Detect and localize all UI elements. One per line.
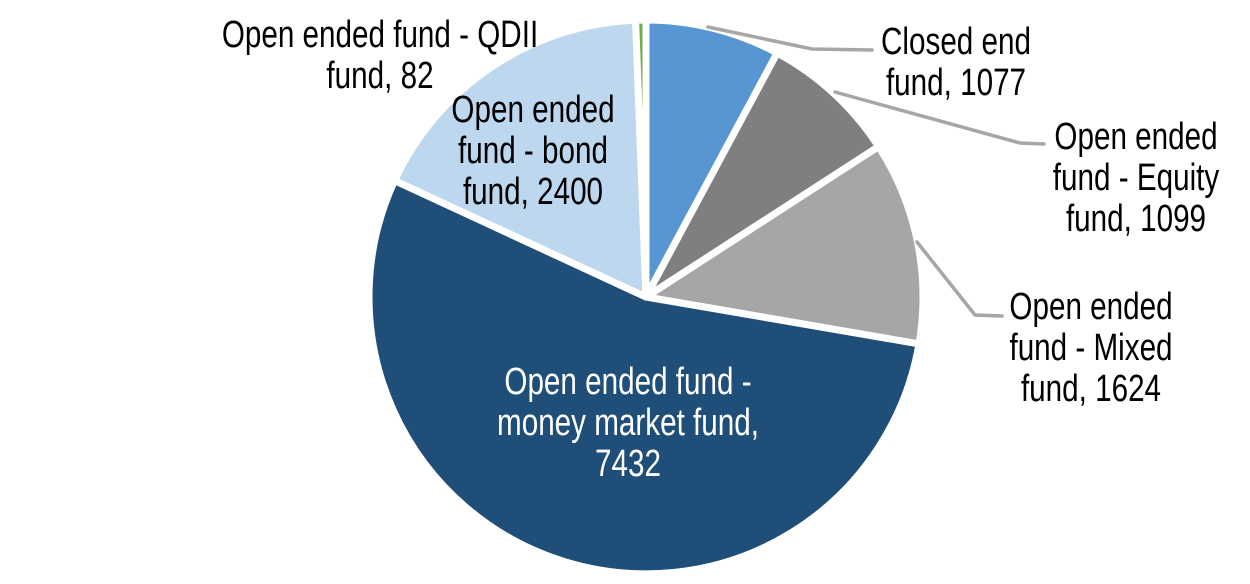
label-line: fund, 1624	[1020, 368, 1162, 410]
data-label-bond-fund: Open ended fund - bond fund, 2400	[400, 90, 665, 213]
label-line: fund, 1099	[1065, 198, 1207, 240]
label-line: Closed end	[881, 21, 1031, 63]
label-line: fund - Equity	[1052, 157, 1220, 199]
label-line: fund - bond	[458, 130, 608, 172]
data-label-money-market-fund: Open ended fund - money market fund, 743…	[449, 362, 808, 485]
label-line: fund, 2400	[462, 171, 604, 213]
leader-line-open-ended-fund-equity-fund	[833, 90, 1046, 146]
pie-slice-open-ended-fund-qdii-fund	[632, 16, 650, 301]
label-line: 7432	[595, 443, 661, 485]
pie-slice-open-ended-fund-money-market-fund	[365, 177, 923, 578]
label-line: money market fund,	[497, 402, 759, 444]
label-line: Open ended	[1009, 286, 1173, 328]
label-line: fund, 1077	[885, 62, 1027, 104]
data-label-equity-fund: Open ended fund - Equity fund, 1099	[1019, 117, 1250, 240]
label-line: Open ended fund -	[504, 361, 752, 403]
label-line: Open ended	[451, 89, 615, 131]
label-line: Open ended fund - QDII	[221, 14, 539, 56]
label-line: fund, 82	[326, 55, 434, 97]
data-label-closed-end-fund: Closed end fund, 1077	[839, 22, 1073, 104]
pie-slices-group	[365, 16, 927, 578]
label-line: fund - Mixed	[1009, 327, 1173, 369]
data-label-mixed-fund: Open ended fund - Mixed fund, 1624	[974, 287, 1208, 410]
pie-slice-open-ended-fund-bond-fund	[391, 16, 650, 301]
label-line: Open ended	[1054, 116, 1218, 158]
leader-line-closed-end-fund	[706, 25, 874, 52]
leader-line-open-ended-fund-mixed-fund	[915, 240, 1004, 318]
data-label-qdii-fund: Open ended fund - QDII fund, 82	[208, 15, 551, 97]
pie-slice-open-ended-fund-equity-fund	[642, 49, 883, 301]
leader-lines-group	[706, 25, 1046, 318]
